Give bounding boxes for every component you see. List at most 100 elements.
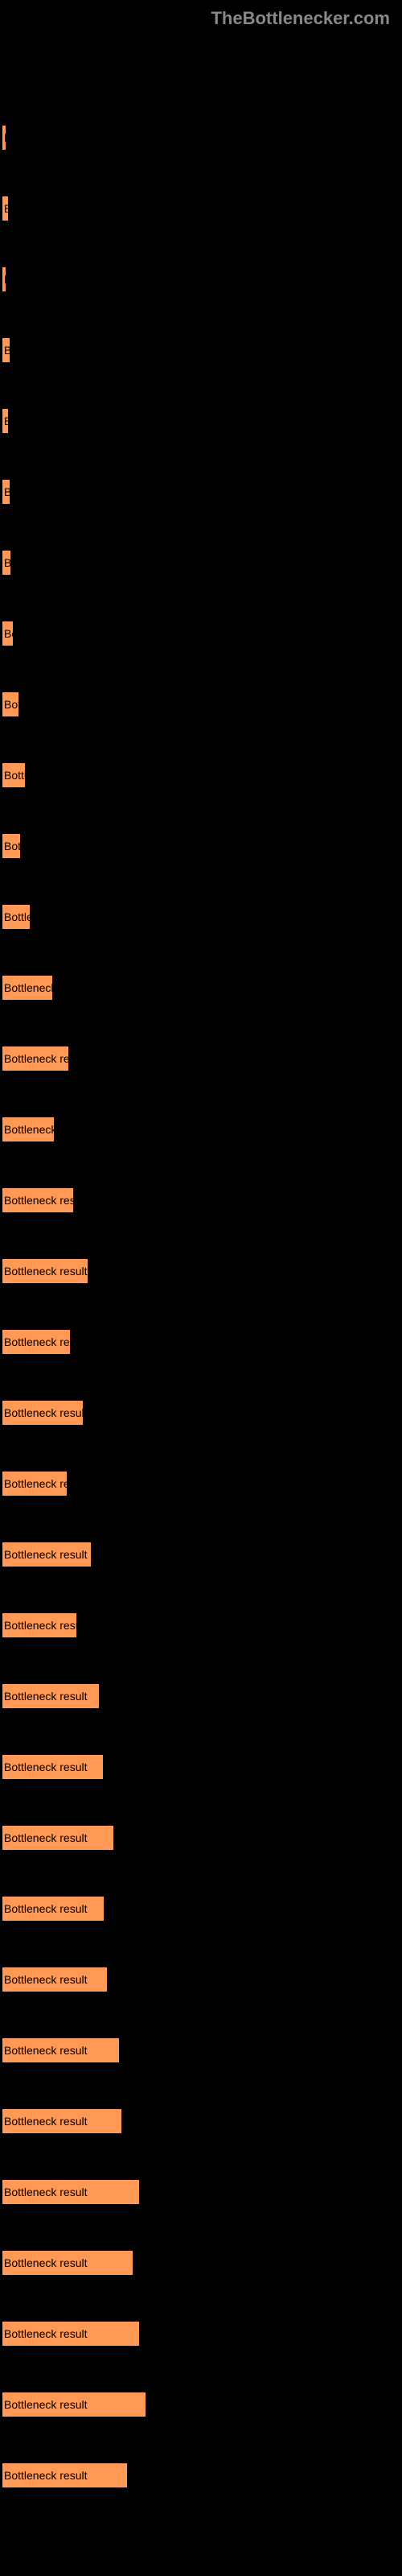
bar: Bottleneck result <box>2 2251 133 2275</box>
bar-row: Bottleneck result <box>2 2251 402 2275</box>
bar: Bottleneck result <box>2 692 18 716</box>
bar-label: Bottleneck result <box>2 131 6 144</box>
bar-label: Bottleneck result <box>2 1902 88 1915</box>
bar-label: Bottleneck result <box>2 1548 88 1561</box>
bar-row: Bottleneck result <box>2 2109 402 2133</box>
bar: Bottleneck result <box>2 1613 76 1637</box>
bar: Bottleneck result <box>2 905 30 929</box>
bar: Bottleneck result <box>2 1755 103 1779</box>
bar-row: Bottleneck result <box>2 1117 402 1141</box>
bar-row: Bottleneck result <box>2 2038 402 2062</box>
bar: Bottleneck result <box>2 1542 91 1567</box>
bar: Bottleneck result <box>2 2180 139 2204</box>
bar-row: Bottleneck result <box>2 126 402 150</box>
bar-row: Bottleneck result <box>2 480 402 504</box>
bar-row: Bottleneck result <box>2 2322 402 2346</box>
bar: Bottleneck result <box>2 1967 107 1992</box>
bar-row: Bottleneck result <box>2 1401 402 1425</box>
bar: Bottleneck result <box>2 126 6 150</box>
bar-row: Bottleneck result <box>2 196 402 221</box>
bar: Bottleneck result <box>2 834 20 858</box>
bar: Bottleneck result <box>2 196 8 221</box>
bar-row: Bottleneck result <box>2 1755 402 1779</box>
bar-label: Bottleneck result <box>2 1831 88 1844</box>
bar-row: Bottleneck result <box>2 1826 402 1850</box>
bar-label: Bottleneck result <box>2 273 6 286</box>
watermark: TheBottlenecker.com <box>0 8 402 126</box>
bar: Bottleneck result <box>2 621 13 646</box>
bar-label: Bottleneck result <box>2 1761 88 1773</box>
bar-label: Bottleneck result <box>2 1690 88 1703</box>
bar-label: Bottleneck result <box>2 627 13 640</box>
bar-row: Bottleneck result <box>2 763 402 787</box>
bar: Bottleneck result <box>2 1330 70 1354</box>
bar-row: Bottleneck result <box>2 1542 402 1567</box>
bar: Bottleneck result <box>2 1826 113 1850</box>
bar-label: Bottleneck result <box>2 2256 88 2269</box>
bar-row: Bottleneck result <box>2 2392 402 2417</box>
bar: Bottleneck result <box>2 1188 73 1212</box>
bar: Bottleneck result <box>2 1117 54 1141</box>
bar: Bottleneck result <box>2 480 10 504</box>
bar-label: Bottleneck result <box>2 981 52 994</box>
bar: Bottleneck result <box>2 1684 99 1708</box>
bar: Bottleneck result <box>2 409 8 433</box>
bar-row: Bottleneck result <box>2 834 402 858</box>
bar-label: Bottleneck result <box>2 698 18 711</box>
bar-label: Bottleneck result <box>2 556 10 569</box>
bar-row: Bottleneck result <box>2 551 402 575</box>
bar-label: Bottleneck result <box>2 1335 70 1348</box>
bar: Bottleneck result <box>2 267 6 291</box>
bar-label: Bottleneck result <box>2 840 20 852</box>
bar-row: Bottleneck result <box>2 1684 402 1708</box>
bar: Bottleneck result <box>2 1259 88 1283</box>
bar-row: Bottleneck result <box>2 692 402 716</box>
bar-label: Bottleneck result <box>2 415 8 427</box>
bar-row: Bottleneck result <box>2 1613 402 1637</box>
bar: Bottleneck result <box>2 2463 127 2487</box>
bar-row: Bottleneck result <box>2 1897 402 1921</box>
bar-label: Bottleneck result <box>2 2044 88 2057</box>
bar-row: Bottleneck result <box>2 621 402 646</box>
bar-label: Bottleneck result <box>2 2115 88 2128</box>
bar-label: Bottleneck result <box>2 769 25 782</box>
bar-label: Bottleneck result <box>2 1194 73 1207</box>
bar-row: Bottleneck result <box>2 1967 402 1992</box>
bar-label: Bottleneck result <box>2 1052 68 1065</box>
bar-row: Bottleneck result <box>2 1330 402 1354</box>
bar-label: Bottleneck result <box>2 2469 88 2482</box>
bar-label: Bottleneck result <box>2 344 10 357</box>
bar: Bottleneck result <box>2 2109 121 2133</box>
bar-label: Bottleneck result <box>2 2398 88 2411</box>
bar-row: Bottleneck result <box>2 338 402 362</box>
bar-label: Bottleneck result <box>2 202 8 215</box>
bar-label: Bottleneck result <box>2 1973 88 1986</box>
bar: Bottleneck result <box>2 551 10 575</box>
bar: Bottleneck result <box>2 1401 83 1425</box>
bar-label: Bottleneck result <box>2 910 30 923</box>
bar-row: Bottleneck result <box>2 905 402 929</box>
bar-label: Bottleneck result <box>2 2327 88 2340</box>
bar: Bottleneck result <box>2 1046 68 1071</box>
bar-row: Bottleneck result <box>2 1259 402 1283</box>
bars-container: Bottleneck result Bottleneck result Bottle… <box>0 126 402 2487</box>
bar: Bottleneck result <box>2 1897 104 1921</box>
bar: Bottleneck result <box>2 2038 119 2062</box>
bar: Bottleneck result <box>2 2322 139 2346</box>
bar-label: Bottleneck result <box>2 1477 67 1490</box>
bar-label: Bottleneck result <box>2 1123 54 1136</box>
bar: Bottleneck result <box>2 1472 67 1496</box>
bar: Bottleneck result <box>2 976 52 1000</box>
watermark-text: TheBottlenecker.com <box>211 8 390 28</box>
bar-label: Bottleneck result <box>2 1406 83 1419</box>
bar-label: Bottleneck result <box>2 1619 76 1632</box>
bar-row: Bottleneck result <box>2 1046 402 1071</box>
bar-label: Bottleneck result <box>2 2186 88 2198</box>
bar-label: Bottleneck result <box>2 1265 88 1278</box>
bar: Bottleneck result <box>2 338 10 362</box>
bar: Bottleneck result <box>2 2392 146 2417</box>
bar-row: Bottleneck result <box>2 409 402 433</box>
bar-row: Bottleneck result <box>2 2180 402 2204</box>
bar-row: Bottleneck result <box>2 2463 402 2487</box>
bar-row: Bottleneck result <box>2 976 402 1000</box>
